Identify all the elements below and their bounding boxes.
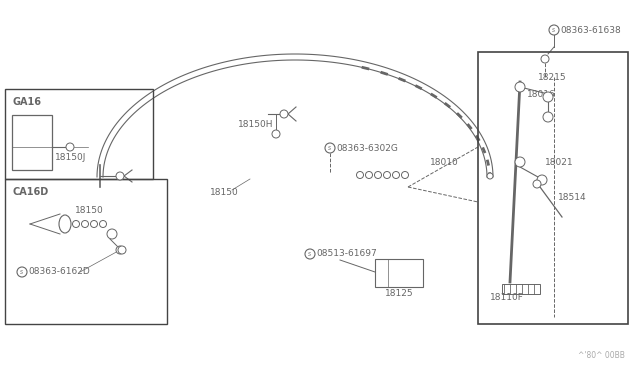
Circle shape xyxy=(365,171,372,179)
Bar xyxy=(375,259,423,287)
Text: S: S xyxy=(308,251,312,257)
Bar xyxy=(5,179,167,324)
Text: 18125: 18125 xyxy=(385,289,413,298)
Circle shape xyxy=(280,110,288,118)
Text: S: S xyxy=(328,145,332,151)
Circle shape xyxy=(305,249,315,259)
Text: 18016: 18016 xyxy=(527,90,556,99)
Text: S: S xyxy=(552,28,556,32)
Text: 08363-6302G: 08363-6302G xyxy=(336,144,398,153)
Circle shape xyxy=(272,130,280,138)
Circle shape xyxy=(99,221,106,228)
Text: 08363-61638: 08363-61638 xyxy=(560,26,621,35)
Text: 18150J: 18150J xyxy=(55,153,86,161)
Text: 08363-6162D: 08363-6162D xyxy=(28,267,90,276)
Text: CA16D: CA16D xyxy=(12,187,48,197)
Circle shape xyxy=(356,171,364,179)
Text: ^'80^ 00BB: ^'80^ 00BB xyxy=(578,351,625,360)
Circle shape xyxy=(81,221,88,228)
Circle shape xyxy=(90,221,97,228)
Text: S: S xyxy=(20,269,24,275)
Bar xyxy=(478,52,628,324)
Text: 18110F: 18110F xyxy=(490,292,524,301)
Circle shape xyxy=(116,246,124,254)
Text: 18150: 18150 xyxy=(210,187,239,196)
Bar xyxy=(502,284,540,294)
Circle shape xyxy=(116,172,124,180)
Text: 18150H: 18150H xyxy=(238,119,273,128)
Circle shape xyxy=(537,175,547,185)
Circle shape xyxy=(107,229,117,239)
Circle shape xyxy=(374,171,381,179)
Circle shape xyxy=(487,173,493,179)
Text: 18514: 18514 xyxy=(558,192,587,202)
Text: 18010: 18010 xyxy=(430,157,459,167)
Circle shape xyxy=(543,112,553,122)
Text: 18150: 18150 xyxy=(75,205,104,215)
Text: 18215: 18215 xyxy=(538,73,566,81)
Circle shape xyxy=(66,143,74,151)
Circle shape xyxy=(383,171,390,179)
Circle shape xyxy=(541,55,549,63)
Circle shape xyxy=(515,82,525,92)
Circle shape xyxy=(549,25,559,35)
Circle shape xyxy=(392,171,399,179)
Bar xyxy=(5,89,153,179)
Circle shape xyxy=(325,143,335,153)
Text: 18021: 18021 xyxy=(545,157,573,167)
Bar xyxy=(12,115,52,170)
Circle shape xyxy=(515,157,525,167)
Circle shape xyxy=(118,246,126,254)
Text: GA16: GA16 xyxy=(12,97,41,107)
Circle shape xyxy=(17,267,27,277)
Circle shape xyxy=(543,92,553,102)
Circle shape xyxy=(401,171,408,179)
Circle shape xyxy=(72,221,79,228)
Text: 08513-61697: 08513-61697 xyxy=(316,250,377,259)
Circle shape xyxy=(533,180,541,188)
